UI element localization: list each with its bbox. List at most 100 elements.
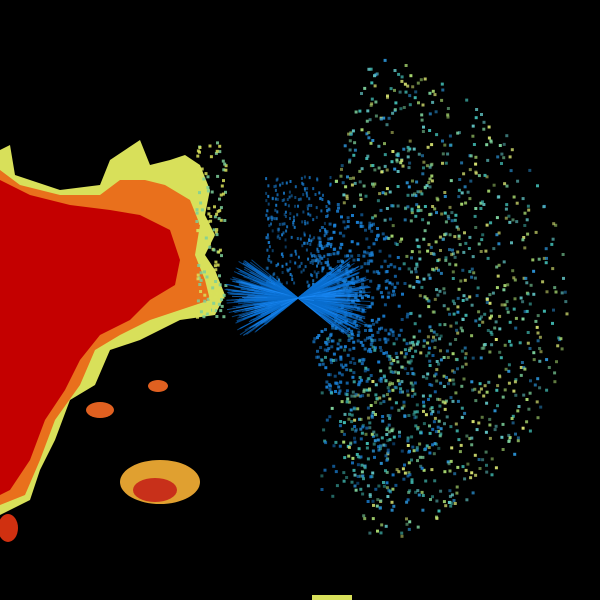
- echo-pixel: [515, 201, 519, 205]
- echo-pixel: [224, 164, 228, 168]
- echo-pixel: [390, 204, 394, 208]
- echo-pixel: [432, 452, 436, 456]
- echo-pixel: [401, 365, 405, 369]
- echo-pixel: [311, 262, 314, 265]
- echo-pixel: [368, 305, 372, 308]
- echo-pixel: [383, 142, 386, 146]
- echo-pixel: [464, 352, 468, 356]
- echo-pixel: [381, 415, 385, 418]
- echo-pixel: [325, 418, 329, 422]
- echo-pixel: [306, 207, 309, 211]
- echo-pixel: [354, 428, 358, 432]
- echo-pixel: [448, 205, 452, 209]
- echo-pixel: [431, 252, 435, 256]
- echo-pixel: [515, 220, 519, 224]
- echo-pixel: [431, 89, 435, 93]
- echo-pixel: [301, 220, 304, 224]
- echo-pixel: [330, 361, 333, 365]
- echo-pixel: [388, 438, 392, 442]
- echo-pixel: [403, 414, 407, 418]
- echo-pixel: [400, 531, 404, 535]
- echo-pixel: [480, 113, 483, 116]
- echo-pixel: [444, 161, 448, 165]
- echo-pixel: [352, 258, 356, 262]
- echo-pixel: [481, 458, 485, 462]
- echo-pixel: [398, 382, 402, 386]
- echo-pixel: [369, 279, 373, 283]
- echo-pixel: [382, 400, 386, 404]
- echo-pixel: [399, 328, 403, 332]
- echo-pixel: [330, 236, 334, 240]
- echo-pixel: [444, 256, 448, 260]
- echo-pixel: [445, 349, 449, 353]
- echo-pixel: [329, 266, 332, 270]
- echo-pixel: [470, 436, 474, 440]
- echo-pixel: [435, 368, 439, 372]
- echo-pixel: [324, 228, 326, 231]
- echo-pixel: [368, 226, 372, 230]
- echo-pixel: [385, 351, 388, 355]
- echo-pixel: [506, 310, 510, 314]
- echo-pixel: [214, 280, 218, 283]
- echo-pixel: [422, 166, 425, 170]
- echo-pixel: [529, 283, 533, 287]
- echo-pixel: [403, 463, 406, 467]
- echo-pixel: [322, 193, 324, 197]
- echo-pixel: [483, 173, 487, 177]
- echo-pixel: [361, 492, 365, 496]
- echo-pixel: [268, 245, 271, 249]
- echo-pixel: [275, 203, 278, 207]
- echo-pixel: [359, 417, 363, 421]
- echo-pixel: [276, 227, 279, 231]
- echo-pixel: [470, 443, 474, 447]
- echo-pixel: [379, 349, 383, 353]
- echo-pixel: [414, 424, 418, 428]
- echo-pixel: [415, 264, 419, 268]
- echo-pixel: [386, 495, 390, 498]
- echo-pixel: [367, 259, 371, 263]
- echo-pixel: [502, 260, 506, 264]
- echo-pixel: [535, 325, 539, 329]
- echo-pixel: [562, 276, 565, 280]
- clutter-ray: [297, 297, 353, 333]
- echo-pixel: [371, 139, 375, 142]
- echo-pixel: [365, 446, 369, 450]
- echo-pixel: [378, 192, 382, 196]
- echo-pixel: [361, 287, 365, 291]
- echo-pixel: [373, 74, 376, 78]
- echo-pixel: [442, 287, 446, 291]
- echo-pixel: [353, 361, 357, 365]
- echo-pixel: [326, 337, 330, 341]
- echo-pixel: [218, 209, 222, 213]
- echo-pixel: [214, 268, 218, 272]
- echo-pixel: [460, 161, 464, 165]
- echo-pixel: [374, 100, 378, 104]
- echo-pixel: [389, 263, 393, 267]
- echo-pixel: [365, 269, 369, 273]
- echo-pixel: [387, 332, 391, 336]
- echo-pixel: [427, 351, 431, 355]
- echo-pixel: [366, 457, 370, 461]
- echo-pixel: [425, 444, 429, 448]
- echo-pixel: [443, 291, 447, 295]
- echo-pixel: [330, 345, 334, 349]
- echo-pixel: [473, 387, 477, 391]
- echo-pixel: [564, 300, 568, 304]
- echo-pixel: [320, 246, 324, 250]
- echo-pixel: [377, 284, 381, 288]
- echo-pixel: [386, 338, 390, 342]
- echo-pixel: [371, 471, 375, 475]
- echo-pixel: [461, 268, 465, 272]
- echo-pixel: [486, 256, 490, 260]
- echo-pixel: [267, 258, 270, 262]
- echo-pixel: [507, 369, 511, 373]
- echo-pixel: [200, 167, 204, 171]
- echo-pixel: [336, 209, 340, 213]
- echo-pixel: [199, 278, 203, 282]
- echo-pixel: [341, 279, 345, 283]
- echo-pixel: [292, 221, 295, 224]
- echo-pixel: [390, 160, 394, 164]
- echo-pixel: [342, 471, 346, 475]
- echo-pixel: [212, 308, 215, 312]
- echo-pixel: [353, 425, 357, 428]
